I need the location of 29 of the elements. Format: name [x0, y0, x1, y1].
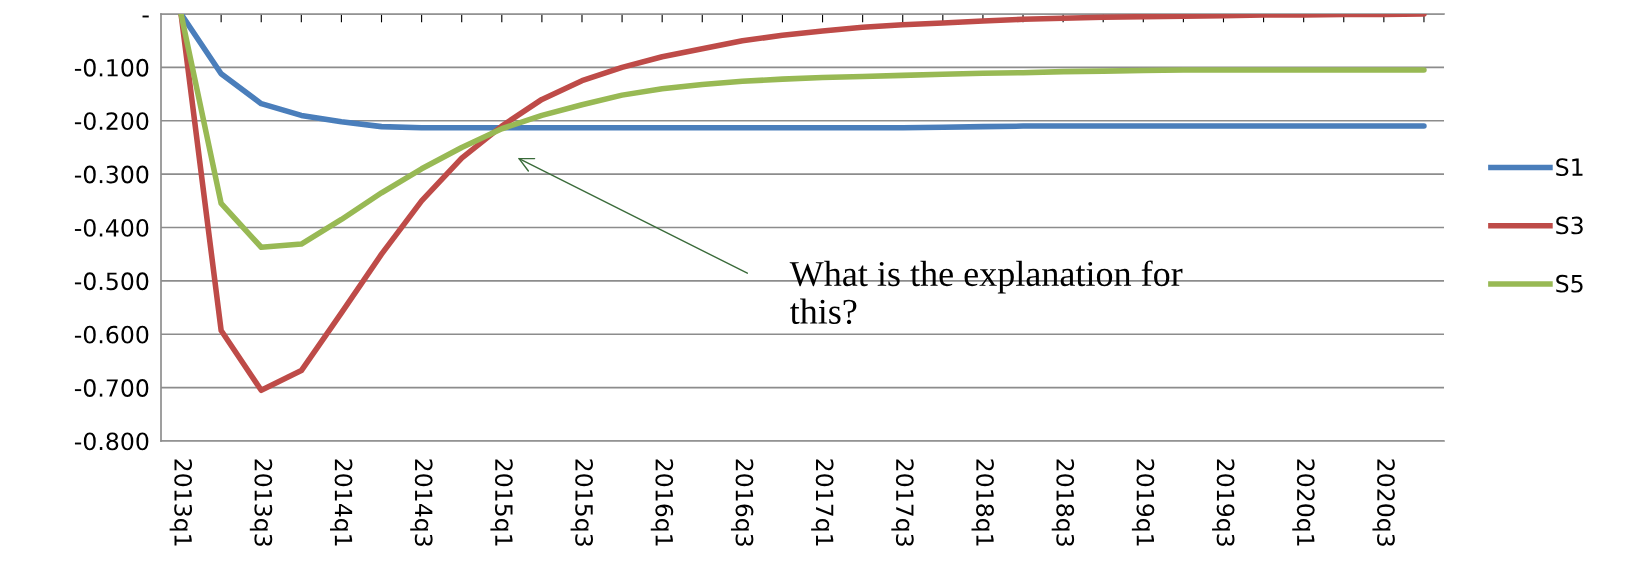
y-tick-label: -0.500	[74, 272, 149, 291]
x-tick-label: 2018q1	[971, 459, 994, 546]
x-tick-label: 2017q3	[891, 459, 914, 546]
x-tick-label: 2014q3	[410, 459, 433, 546]
x-tick-label: 2014q1	[330, 459, 353, 546]
y-tick-label: -0.600	[74, 325, 149, 344]
x-tick-label: 2016q1	[650, 459, 674, 546]
x-tick-label: 2013q3	[249, 459, 273, 546]
y-tick-label: -0.200	[74, 112, 149, 131]
x-tick-label: 2016q3	[730, 459, 754, 546]
y-tick-label: -0.800	[74, 432, 149, 451]
x-tick-label: 2019q3	[1212, 459, 1235, 546]
legend-label: S1	[1556, 158, 1583, 177]
x-tick-label: 2020q1	[1292, 459, 1315, 546]
annotation: What is the explanation for this?	[789, 260, 1183, 325]
y-tick-label: -	[142, 15, 149, 18]
y-tick-label: -0.400	[74, 218, 149, 237]
y-tick-label: -0.300	[74, 165, 149, 184]
x-tick-label: 2013q1	[169, 459, 193, 546]
y-tick-label: -0.700	[74, 379, 149, 397]
x-tick-label: 2015q3	[570, 459, 593, 546]
x-tick-label: 2020q3	[1372, 459, 1395, 546]
x-tick-label: 2019q1	[1131, 459, 1155, 546]
y-tick-label: -0.100	[74, 58, 149, 77]
legend-label: S5	[1556, 274, 1583, 293]
legend-label: S3	[1556, 216, 1583, 235]
x-tick-label: 2018q3	[1051, 459, 1075, 546]
x-tick-label: 2015q1	[490, 459, 513, 546]
x-tick-label: 2017q1	[811, 459, 834, 546]
